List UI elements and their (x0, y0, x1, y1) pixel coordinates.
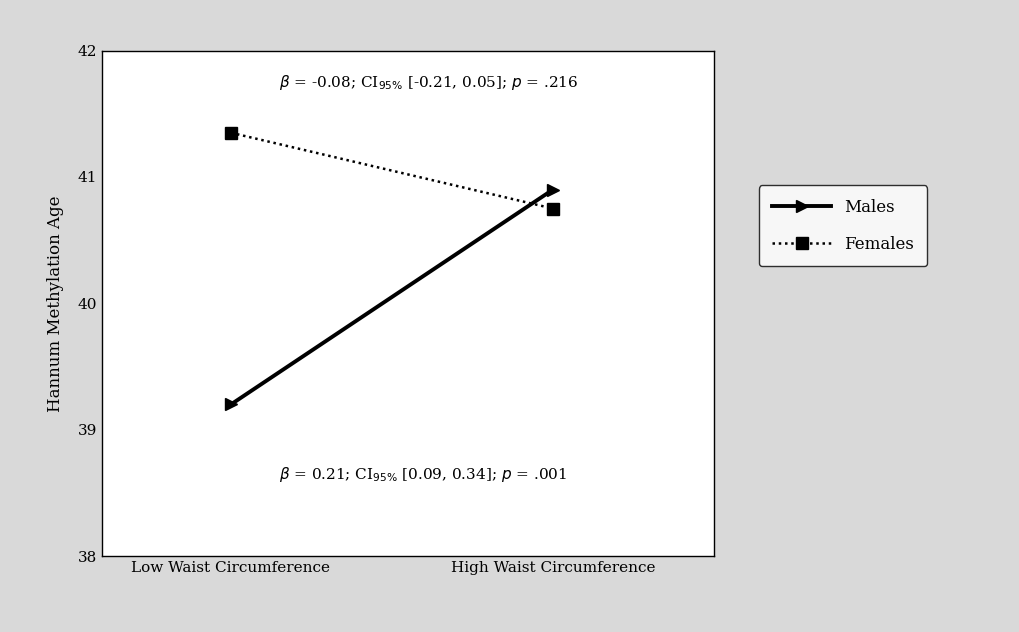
Y-axis label: Hannum Methylation Age: Hannum Methylation Age (47, 195, 64, 411)
Text: $\beta$ = -0.08; CI$_{95\%}$ [-0.21, 0.05]; $p$ = .216: $\beta$ = -0.08; CI$_{95\%}$ [-0.21, 0.0… (279, 73, 578, 92)
Legend: Males, Females: Males, Females (758, 185, 926, 266)
Text: $\beta$ = 0.21; CI$_{95\%}$ [0.09, 0.34]; $p$ = .001: $\beta$ = 0.21; CI$_{95\%}$ [0.09, 0.34]… (279, 465, 567, 483)
